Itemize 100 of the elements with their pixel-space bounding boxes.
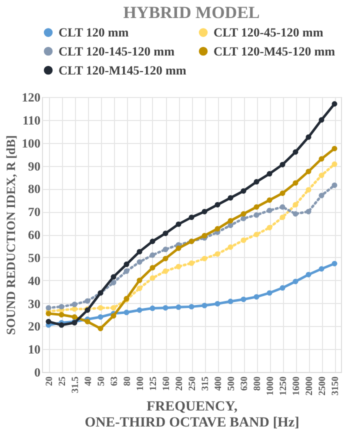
x-tick-label: 315 (201, 376, 211, 391)
point (240, 296, 246, 302)
x-tick-label: 630 (240, 376, 250, 391)
x-tick-label: 160 (162, 376, 172, 391)
point (214, 300, 220, 306)
point (150, 238, 156, 244)
point (176, 221, 182, 227)
y-tick-label: 0 (34, 366, 40, 380)
point (240, 211, 246, 217)
y-tick-label: 90 (28, 159, 40, 174)
x-tick-label: 400 (214, 376, 224, 391)
point (266, 290, 272, 296)
point (318, 192, 324, 198)
x-tick-label: 2500 (318, 376, 328, 396)
point (176, 304, 182, 310)
point (280, 285, 286, 291)
x-tick-label: 200 (175, 376, 185, 391)
point (150, 306, 156, 312)
point (332, 161, 338, 167)
legend-label: CLT 120 mm (58, 26, 130, 40)
point (280, 214, 286, 220)
point (136, 286, 142, 292)
point (228, 298, 234, 304)
legend-label: CLT 120-M145-120 mm (58, 63, 187, 78)
x-tick-label: 50 (97, 376, 107, 386)
x-tick-label: 500 (227, 376, 237, 391)
point (254, 294, 260, 300)
x-tick-label: 80 (123, 376, 133, 386)
point (266, 208, 272, 214)
point (280, 162, 286, 168)
point (110, 313, 116, 319)
point (228, 218, 234, 224)
y-tick-label: 10 (28, 342, 40, 357)
point (110, 274, 116, 280)
point (266, 197, 272, 203)
point (58, 312, 64, 318)
point (332, 182, 338, 188)
point (162, 230, 168, 236)
point (124, 310, 130, 316)
y-tick-label: 110 (22, 113, 40, 128)
point (176, 264, 182, 270)
x-axis-title: FREQUENCY, ONE-THIRD OCTAVE BAND [Hz] (84, 400, 300, 430)
legend-label: CLT 120-M45-120 mm (214, 44, 336, 58)
x-tick-label: 2000 (305, 376, 315, 396)
chart-title: HYBRID MODEL (123, 3, 260, 22)
point (162, 305, 168, 311)
point (202, 208, 208, 214)
x-tick-label: 100 (136, 376, 146, 391)
point (306, 134, 312, 140)
x-tick-label: 1250 (279, 376, 289, 396)
point (332, 146, 338, 152)
point (280, 204, 286, 210)
point (266, 224, 272, 230)
point (188, 304, 194, 310)
point (292, 180, 298, 186)
point (240, 237, 246, 243)
point (240, 188, 246, 194)
point (202, 232, 208, 238)
x-tick-label: 63 (110, 376, 120, 386)
point (292, 202, 298, 208)
point (202, 256, 208, 262)
point (136, 259, 142, 265)
point (214, 251, 220, 257)
y-tick-label: 60 (28, 228, 40, 242)
point (162, 256, 168, 262)
point (332, 260, 338, 266)
point (318, 156, 324, 162)
x-tick-label: 800 (253, 376, 263, 391)
x-tick-label: 1000 (266, 376, 276, 396)
y-tick-label: 70 (28, 205, 40, 220)
legend-label: CLT 120-45-120 mm (214, 26, 324, 40)
point (188, 260, 194, 266)
y-tick-label: 120 (22, 90, 40, 104)
x-tick-label: 3150 (331, 376, 341, 396)
point (292, 211, 298, 217)
point (46, 310, 52, 316)
point (58, 304, 64, 310)
y-tick-label: 50 (28, 250, 40, 265)
point (58, 322, 64, 328)
x-tick-label: 40 (84, 376, 94, 386)
y-tick-label: 80 (28, 182, 40, 196)
x-tick-label: 250 (188, 376, 198, 391)
point (318, 266, 324, 272)
y-tick-label: 40 (28, 274, 40, 288)
point (72, 314, 78, 320)
point (332, 101, 338, 107)
point (136, 307, 142, 313)
y-tick-label: 100 (22, 136, 40, 150)
point (306, 168, 312, 174)
point (280, 190, 286, 196)
point (188, 214, 194, 220)
point (214, 226, 220, 232)
point (72, 302, 78, 308)
point (110, 280, 116, 286)
point (46, 318, 52, 324)
point (254, 179, 260, 185)
point (124, 268, 130, 274)
point (124, 262, 130, 268)
point (228, 244, 234, 250)
point (306, 208, 312, 214)
